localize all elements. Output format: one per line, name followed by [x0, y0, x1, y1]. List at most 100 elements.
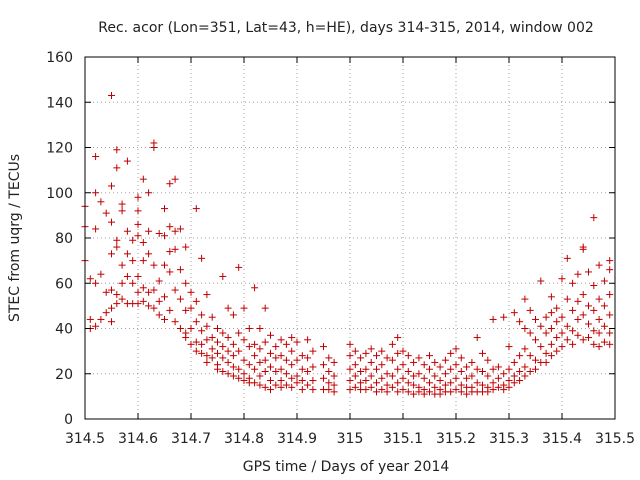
data-point — [192, 205, 200, 213]
data-point — [92, 189, 100, 197]
data-point — [261, 383, 269, 391]
data-point — [267, 331, 274, 339]
data-point — [489, 386, 497, 394]
data-point — [251, 365, 259, 373]
data-point — [166, 306, 174, 314]
data-point — [203, 358, 211, 366]
data-point — [277, 336, 285, 344]
data-point — [219, 367, 227, 375]
data-point — [208, 334, 216, 342]
data-point — [129, 279, 137, 287]
data-point — [410, 381, 418, 389]
data-point — [373, 352, 380, 360]
data-point — [415, 354, 423, 362]
data-point — [447, 349, 455, 357]
data-point — [187, 325, 195, 332]
data-point — [256, 345, 264, 353]
data-point — [367, 345, 375, 353]
data-point — [441, 381, 449, 389]
y-tick-label: 60 — [55, 276, 73, 292]
data-point — [261, 367, 269, 375]
data-point — [309, 347, 317, 355]
data-point — [346, 386, 354, 394]
data-point — [415, 388, 423, 396]
data-point — [378, 386, 386, 394]
data-point — [240, 336, 248, 344]
data-point — [277, 352, 285, 360]
data-point — [388, 356, 396, 364]
data-point — [457, 367, 465, 375]
data-point — [600, 302, 608, 310]
data-point — [447, 379, 455, 387]
data-point — [92, 279, 100, 287]
data-point — [526, 367, 534, 375]
data-point — [426, 352, 433, 360]
data-point — [92, 153, 100, 161]
data-point — [373, 379, 380, 387]
data-point — [330, 381, 338, 389]
data-point — [585, 302, 592, 310]
data-point — [590, 282, 598, 290]
data-point — [293, 356, 301, 364]
data-point — [182, 334, 190, 342]
x-tick-label: 315.3 — [489, 431, 529, 447]
data-point — [447, 365, 455, 373]
y-tick-label: 140 — [46, 95, 73, 111]
data-point — [579, 336, 587, 344]
data-point — [526, 352, 534, 360]
data-point — [304, 354, 312, 362]
data-point — [558, 313, 566, 321]
data-point — [500, 370, 508, 378]
data-point — [166, 268, 174, 276]
data-point — [92, 322, 100, 330]
data-point — [383, 381, 391, 389]
data-point — [240, 377, 248, 385]
x-tick-label: 314.8 — [224, 431, 264, 447]
data-point — [516, 367, 524, 375]
x-tick-label: 315 — [337, 431, 364, 447]
axis-ticks — [84, 56, 616, 420]
x-tick-label: 315.4 — [542, 431, 582, 447]
data-point — [547, 325, 555, 332]
data-point — [325, 386, 333, 394]
data-point — [277, 383, 285, 391]
data-point — [171, 175, 179, 183]
data-point — [463, 374, 471, 382]
data-point — [452, 374, 460, 382]
data-point — [537, 322, 545, 330]
data-point — [394, 349, 402, 357]
data-point — [97, 270, 105, 278]
data-point — [108, 318, 115, 326]
data-point — [595, 261, 603, 269]
data-point — [579, 311, 587, 319]
data-points — [81, 91, 614, 398]
data-point — [113, 291, 121, 299]
data-point — [516, 318, 524, 326]
data-point — [563, 254, 571, 262]
data-point — [532, 336, 539, 344]
data-point — [198, 340, 206, 348]
data-point — [171, 245, 179, 253]
data-point — [457, 354, 465, 362]
x-tick-label: 314.6 — [118, 431, 158, 447]
data-point — [245, 343, 253, 351]
data-point — [176, 225, 184, 233]
data-point — [595, 343, 603, 351]
data-point — [399, 347, 407, 355]
data-point — [277, 377, 285, 385]
data-point — [229, 352, 237, 360]
data-point — [526, 329, 534, 337]
data-point — [494, 374, 502, 382]
data-point — [378, 347, 386, 355]
data-point — [113, 243, 121, 251]
y-tick-label: 120 — [46, 141, 73, 157]
data-point — [420, 390, 428, 398]
data-point — [304, 336, 312, 344]
data-point — [585, 334, 592, 342]
data-point — [219, 354, 227, 362]
data-point — [404, 379, 412, 387]
data-point — [590, 327, 598, 335]
data-point — [229, 372, 237, 380]
data-point — [256, 372, 264, 380]
